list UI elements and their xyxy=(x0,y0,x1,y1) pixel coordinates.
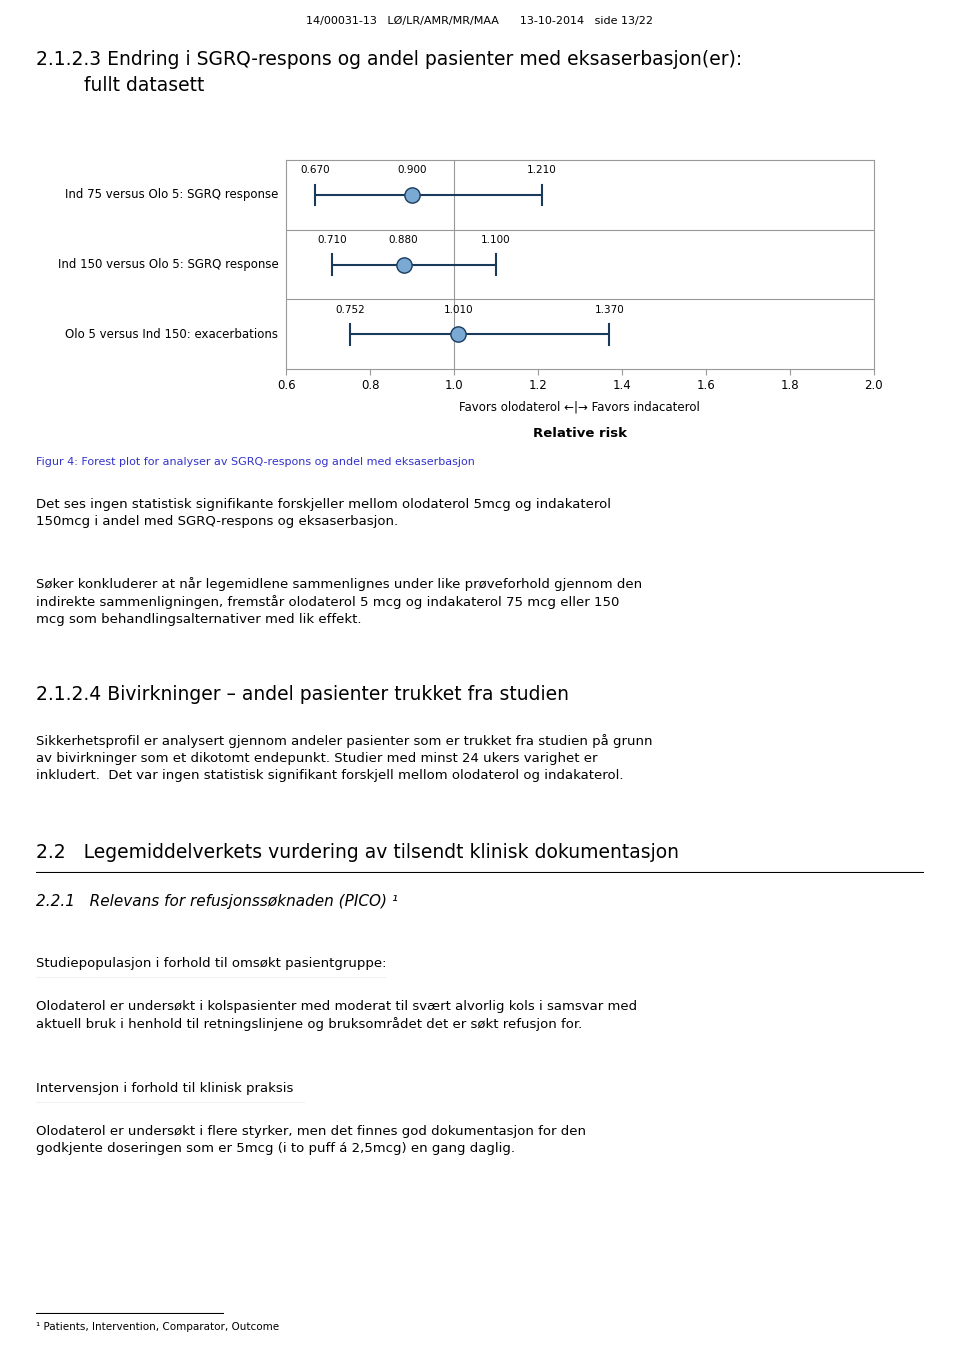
Text: Sikkerhetsprofil er analysert gjennom andeler pasienter som er trukket fra studi: Sikkerhetsprofil er analysert gjennom an… xyxy=(36,734,653,782)
Text: fullt datasett: fullt datasett xyxy=(36,76,204,95)
Text: 1.210: 1.210 xyxy=(527,166,557,175)
Text: 2.1.2.3 Endring i SGRQ-respons og andel pasienter med eksaserbasjon(er):: 2.1.2.3 Endring i SGRQ-respons og andel … xyxy=(36,50,743,69)
Text: ¹ Patients, Intervention, Comparator, Outcome: ¹ Patients, Intervention, Comparator, Ou… xyxy=(36,1322,279,1331)
Text: Olodaterol er undersøkt i kolspasienter med moderat til svært alvorlig kols i sa: Olodaterol er undersøkt i kolspasienter … xyxy=(36,1000,637,1031)
Text: 2.1.2.4 Bivirkninger – andel pasienter trukket fra studien: 2.1.2.4 Bivirkninger – andel pasienter t… xyxy=(36,685,569,704)
Text: Det ses ingen statistisk signifikante forskjeller mellom olodaterol 5mcg og inda: Det ses ingen statistisk signifikante fo… xyxy=(36,498,612,528)
Text: 0.880: 0.880 xyxy=(389,235,419,246)
Text: 14/00031-13   LØ/LR/AMR/MR/MAA      13-10-2014   side 13/22: 14/00031-13 LØ/LR/AMR/MR/MAA 13-10-2014 … xyxy=(306,15,654,26)
Text: Intervensjon i forhold til klinisk praksis: Intervensjon i forhold til klinisk praks… xyxy=(36,1082,294,1095)
Text: 0.710: 0.710 xyxy=(318,235,348,246)
Text: 1.010: 1.010 xyxy=(444,305,473,315)
Text: Olo 5 versus Ind 150: exacerbations: Olo 5 versus Ind 150: exacerbations xyxy=(65,328,278,341)
Text: 1.370: 1.370 xyxy=(594,305,624,315)
Text: Søker konkluderer at når legemidlene sammenlignes under like prøveforhold gjenno: Søker konkluderer at når legemidlene sam… xyxy=(36,577,642,626)
Text: Ind 150 versus Olo 5: SGRQ response: Ind 150 versus Olo 5: SGRQ response xyxy=(58,258,278,271)
Text: Studiepopulasjon i forhold til omsøkt pasientgruppe:: Studiepopulasjon i forhold til omsøkt pa… xyxy=(36,957,387,970)
Text: 0.900: 0.900 xyxy=(397,166,427,175)
Text: 0.752: 0.752 xyxy=(335,305,365,315)
Text: 2.2   Legemiddelverkets vurdering av tilsendt klinisk dokumentasjon: 2.2 Legemiddelverkets vurdering av tilse… xyxy=(36,843,680,862)
Text: Favors olodaterol ←|→ Favors indacaterol: Favors olodaterol ←|→ Favors indacaterol xyxy=(460,400,700,414)
Text: Figur 4: Forest plot for analyser av SGRQ-respons og andel med eksaserbasjon: Figur 4: Forest plot for analyser av SGR… xyxy=(36,457,475,467)
Text: Relative risk: Relative risk xyxy=(533,427,627,441)
Text: Olodaterol er undersøkt i flere styrker, men det finnes god dokumentasjon for de: Olodaterol er undersøkt i flere styrker,… xyxy=(36,1125,587,1155)
Text: 1.100: 1.100 xyxy=(481,235,511,246)
Text: 2.2.1   Relevans for refusjonssøknaden (PICO) ¹: 2.2.1 Relevans for refusjonssøknaden (PI… xyxy=(36,894,398,909)
Text: Ind 75 versus Olo 5: SGRQ response: Ind 75 versus Olo 5: SGRQ response xyxy=(65,189,278,201)
Text: 0.670: 0.670 xyxy=(300,166,330,175)
